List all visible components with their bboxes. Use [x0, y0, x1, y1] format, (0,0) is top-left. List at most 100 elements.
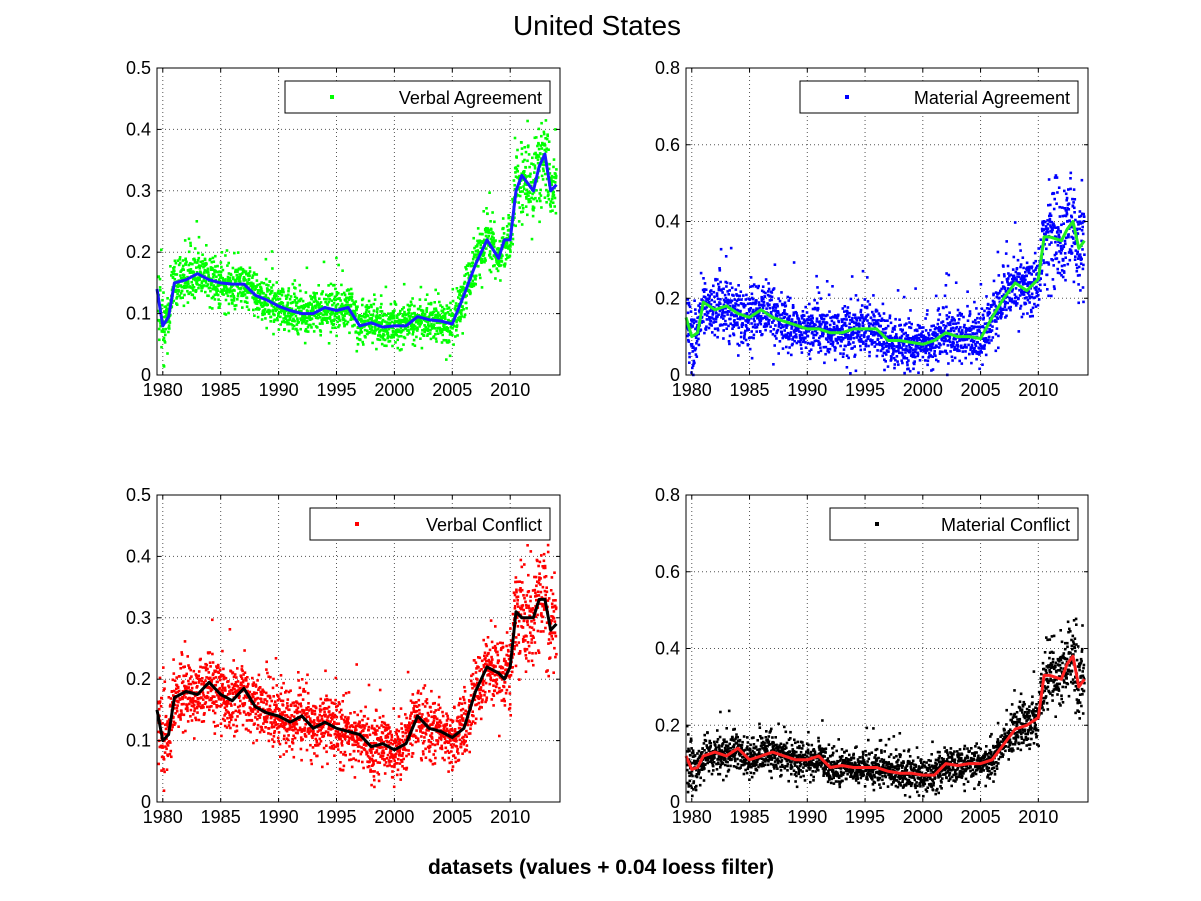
scatter-point: [162, 315, 166, 319]
scatter-point: [521, 190, 524, 193]
scatter-point: [164, 333, 167, 337]
scatter-point: [440, 341, 444, 344]
scatter-point: [1002, 273, 1006, 276]
scatter-point: [1052, 207, 1056, 211]
scatter-point: [730, 313, 733, 317]
scatter-point: [463, 274, 466, 277]
scatter-point: [509, 245, 512, 248]
scatter-point: [694, 353, 698, 356]
scatter-point: [694, 308, 697, 311]
scatter-point: [173, 259, 177, 263]
scatter-point: [361, 340, 364, 344]
scatter-point: [974, 342, 977, 346]
scatter-point: [455, 320, 458, 324]
scatter-point: [542, 130, 546, 134]
scatter-point: [448, 333, 452, 336]
scatter-point: [364, 336, 367, 339]
scatter-point: [1028, 315, 1032, 318]
scatter-point: [292, 300, 295, 304]
scatter-point: [687, 338, 690, 342]
scatter-point: [905, 345, 908, 348]
scatter-point: [1075, 227, 1079, 231]
scatter-point: [960, 329, 964, 332]
scatter-point: [1051, 278, 1055, 281]
scatter-point: [513, 136, 517, 140]
scatter-point: [371, 341, 374, 345]
scatter-point: [749, 307, 752, 310]
scatter-point: [980, 307, 984, 310]
scatter-point: [742, 302, 746, 306]
scatter-point: [907, 359, 910, 362]
scatter-point: [186, 301, 190, 304]
scatter-point: [392, 316, 396, 320]
scatter-point: [213, 293, 217, 297]
scatter-point: [878, 342, 881, 345]
scatter-point: [886, 324, 890, 328]
scatter-point: [258, 282, 262, 286]
scatter-point: [930, 324, 933, 328]
scatter-point: [712, 284, 715, 288]
scatter-point: [350, 292, 354, 295]
scatter-point: [883, 358, 886, 362]
scatter-point: [285, 295, 289, 299]
scatter-point: [427, 302, 430, 306]
x-tick-label: 1980: [143, 380, 183, 400]
scatter-point: [426, 332, 430, 336]
scatter-point: [1032, 261, 1036, 265]
scatter-point: [211, 256, 215, 260]
scatter-point: [493, 264, 496, 267]
scatter-point: [792, 305, 795, 309]
scatter-point: [406, 303, 410, 307]
scatter-point: [879, 324, 882, 328]
scatter-point: [761, 285, 765, 288]
scatter-point: [869, 316, 873, 320]
scatter-point: [165, 314, 168, 317]
scatter-point: [687, 303, 691, 307]
scatter-point: [1076, 250, 1079, 254]
scatter-point: [271, 267, 274, 270]
scatter-point: [531, 156, 534, 160]
scatter-point: [1034, 288, 1038, 291]
scatter-point: [537, 147, 541, 151]
scatter-point: [913, 337, 917, 340]
scatter-point: [399, 321, 402, 325]
scatter-point: [705, 297, 708, 301]
scatter-point: [791, 337, 795, 341]
scatter-point: [760, 299, 764, 303]
scatter-point: [245, 296, 249, 300]
scatter-point: [844, 344, 847, 348]
scatter-point: [282, 304, 285, 308]
scatter-point: [956, 314, 960, 317]
scatter-point: [951, 316, 954, 319]
scatter-point: [738, 317, 742, 321]
scatter-point: [356, 326, 360, 329]
scatter-point: [862, 340, 865, 344]
scatter-point: [389, 312, 393, 315]
scatter-point: [498, 247, 502, 250]
scatter-point: [969, 339, 973, 343]
scatter-point: [416, 329, 419, 332]
scatter-point: [1046, 229, 1049, 232]
scatter-point: [898, 318, 901, 321]
scatter-point: [877, 334, 880, 337]
scatter-point: [245, 272, 248, 276]
scatter-point: [189, 291, 192, 294]
scatter-point: [454, 305, 457, 308]
scatter-point: [299, 297, 303, 301]
scatter-point: [464, 295, 467, 299]
legend-box: [284, 80, 551, 114]
scatter-point: [461, 332, 464, 335]
scatter-point: [461, 289, 465, 292]
scatter-point: [876, 337, 880, 341]
scatter-point: [862, 324, 865, 328]
scatter-point: [265, 326, 268, 330]
scatter-point: [381, 336, 385, 339]
scatter-point: [945, 314, 949, 317]
scatter-point: [830, 339, 833, 342]
scatter-point: [255, 302, 259, 305]
scatter-point: [931, 346, 935, 350]
scatter-point: [476, 227, 480, 230]
scatter-point: [259, 301, 262, 305]
scatter-point: [1048, 243, 1051, 246]
scatter-point: [490, 228, 493, 231]
